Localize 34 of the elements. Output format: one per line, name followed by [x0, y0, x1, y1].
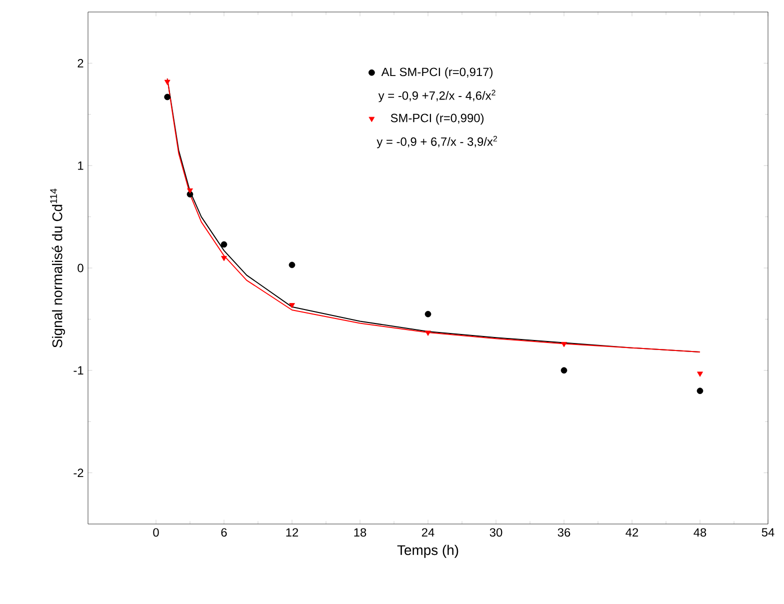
- point: [696, 388, 704, 394]
- point: [424, 310, 432, 318]
- y-tick-label: -1: [74, 366, 84, 375]
- x-tick-label: 24: [422, 528, 434, 537]
- x-tick-label: 30: [490, 528, 502, 537]
- point: [425, 330, 431, 336]
- legend-label: SM-PCI (r=0,990): [390, 113, 484, 125]
- y-tick-label: 0: [78, 264, 84, 272]
- annotation: y = -0,9 + 6,7/x - 3,9/x$^{2}$: [376, 136, 497, 148]
- point: [697, 372, 703, 377]
- x-tick-label: 6: [221, 528, 227, 537]
- y-tick-label: 1: [78, 161, 84, 170]
- point: [560, 367, 568, 374]
- point: [164, 94, 171, 100]
- y-tick-label: 2: [78, 59, 84, 68]
- x-axis-title: Temps (h): [397, 544, 458, 558]
- point: [187, 188, 193, 194]
- point: [561, 342, 567, 348]
- x-tick-label: 0: [153, 528, 159, 537]
- x-tick-label: 54: [762, 528, 774, 537]
- y-tick-label: -2: [74, 468, 84, 477]
- y-axis-title: Signal normalisé du Cd$^{114}$: [50, 188, 66, 348]
- point: [221, 256, 227, 262]
- x-tick-label: 12: [286, 528, 298, 537]
- annotation: y = -0,9 +7,2/x - 4,6/x$^{2}$: [378, 90, 496, 102]
- legend-label: AL SM-PCI (r=0,917): [381, 67, 492, 79]
- point: [288, 262, 296, 268]
- point: [164, 80, 170, 86]
- x-tick-label: 36: [558, 528, 570, 537]
- point: [220, 241, 228, 248]
- x-tick-label: 18: [354, 528, 366, 537]
- point: [289, 303, 295, 308]
- x-tick-label: 42: [626, 528, 638, 537]
- x-tick-label: 48: [694, 528, 706, 537]
